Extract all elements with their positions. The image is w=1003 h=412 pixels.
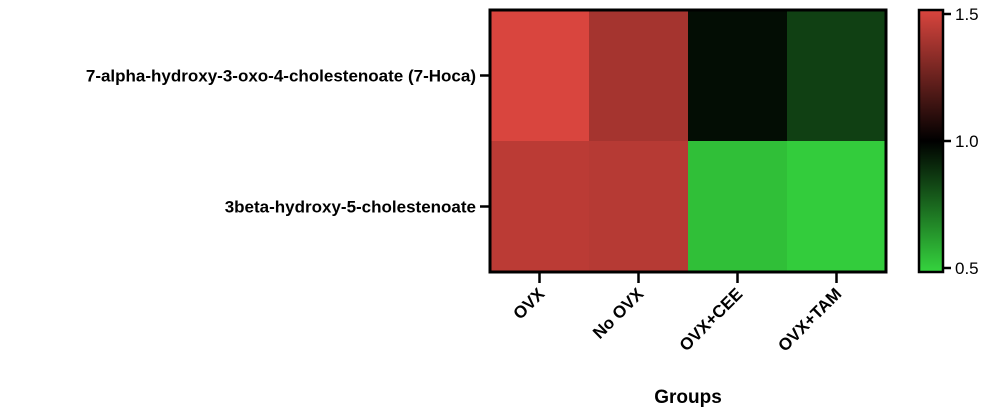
colorbar-tick-label: 1.5 xyxy=(955,5,979,24)
heatmap-cell xyxy=(490,10,590,142)
heatmap-cells xyxy=(490,10,887,273)
heatmap-cell xyxy=(490,141,590,273)
colorbar-tick-label: 1.0 xyxy=(955,132,979,151)
heatmap-frame xyxy=(488,8,888,274)
colorbar xyxy=(917,8,945,274)
column-label: No OVX xyxy=(589,284,648,343)
heatmap-cell xyxy=(787,141,887,273)
heatmap-cell xyxy=(589,10,689,142)
column-label: OVX xyxy=(510,284,549,323)
colorbar-tick-label: 0.5 xyxy=(955,259,979,278)
heatmap-cell xyxy=(787,10,887,142)
x-axis-title: Groups xyxy=(654,387,722,408)
heatmap-cell xyxy=(688,10,788,142)
column-labels: OVX No OVX OVX+CEE OVX+TAM xyxy=(510,272,845,355)
row-labels: 7-alpha-hydroxy-3-oxo-4-cholestenoate (7… xyxy=(86,67,490,217)
heatmap-cell xyxy=(688,141,788,273)
column-label: OVX+TAM xyxy=(774,284,845,355)
column-label: OVX+CEE xyxy=(676,284,747,355)
heatmap-cell xyxy=(589,141,689,273)
colorbar-ticks: 1.5 1.0 0.5 xyxy=(943,5,979,278)
row-label: 7-alpha-hydroxy-3-oxo-4-cholestenoate (7… xyxy=(86,67,476,86)
row-label: 3beta-hydroxy-5-cholestenoate xyxy=(225,198,476,217)
